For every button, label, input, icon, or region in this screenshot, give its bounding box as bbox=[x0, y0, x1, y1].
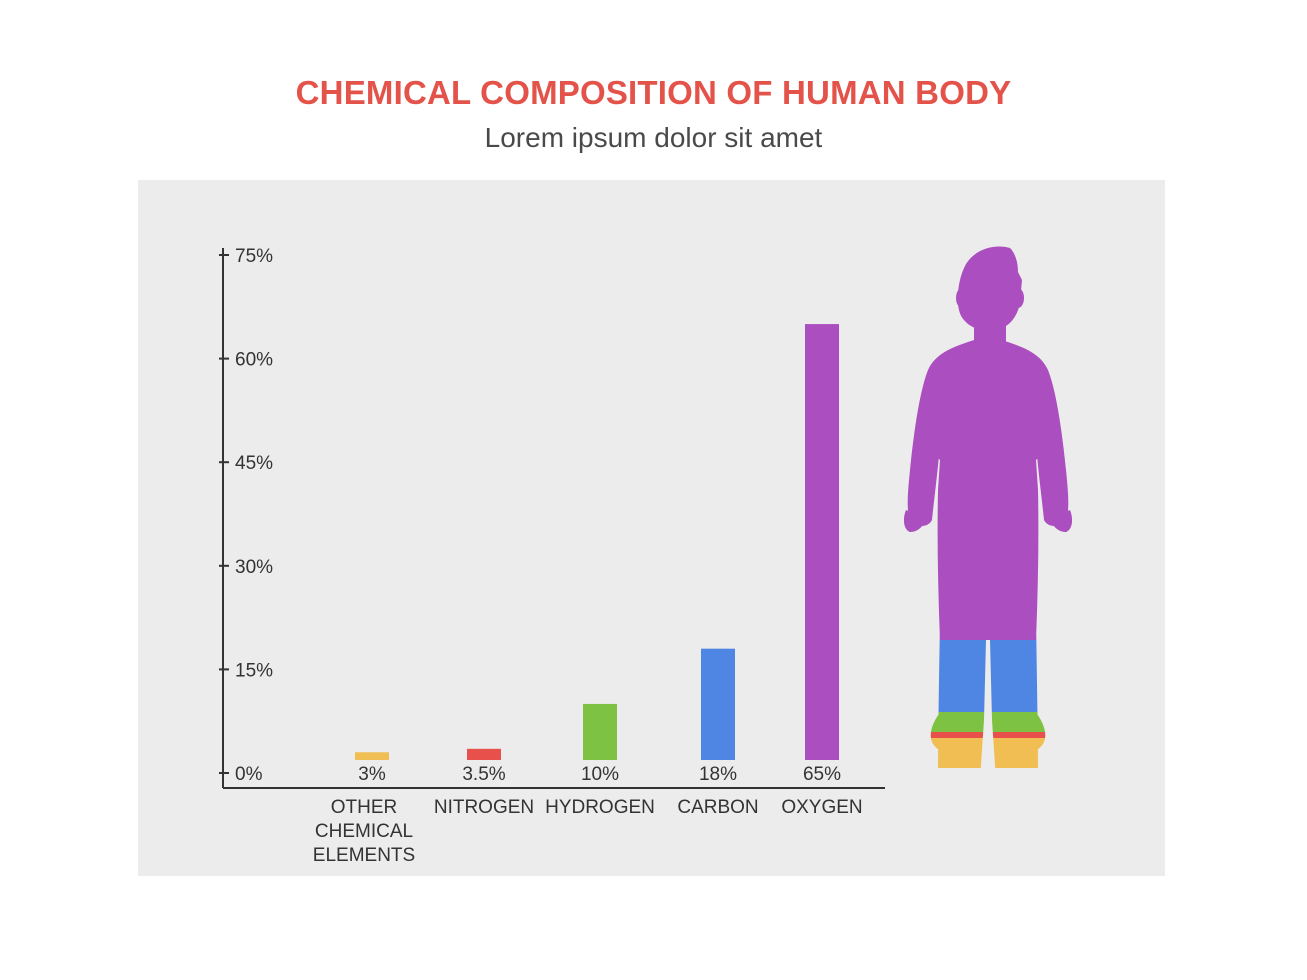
y-tick-label: 75% bbox=[235, 246, 273, 267]
category-label: HYDROGEN bbox=[545, 797, 655, 818]
bar-oxygen bbox=[805, 324, 839, 760]
bar-value-label: 10% bbox=[581, 764, 619, 785]
category-label: CARBON bbox=[677, 797, 758, 818]
category-label: OXYGEN bbox=[781, 797, 862, 818]
page-title: CHEMICAL COMPOSITION OF HUMAN BODY bbox=[295, 74, 1012, 111]
y-tick-label: 0% bbox=[235, 764, 263, 785]
human-body-icon bbox=[903, 246, 1073, 768]
bar-value-label: 3.5% bbox=[462, 764, 505, 785]
bar-nitrogen bbox=[467, 748, 501, 760]
body-segment-oxygen bbox=[903, 246, 1073, 640]
category-label: CHEMICAL bbox=[315, 821, 413, 842]
page-subtitle: Lorem ipsum dolor sit amet bbox=[484, 122, 823, 153]
bar-value-label: 18% bbox=[699, 764, 737, 785]
y-tick-label: 15% bbox=[235, 660, 273, 681]
body-segment-other bbox=[903, 738, 1073, 768]
y-tick-label: 45% bbox=[235, 453, 273, 474]
chart-panel: 0% 15% 30% 45% 60% 75% 3% OTHER CHEMICAL ELEMENT… bbox=[138, 180, 1165, 876]
bar-hydrogen bbox=[583, 703, 617, 760]
category-label: NITROGEN bbox=[434, 797, 534, 818]
category-label: OTHER bbox=[331, 797, 398, 818]
bar-chart: 0% 15% 30% 45% 60% 75% 3% OTHER CHEMICAL ELEMENT… bbox=[219, 246, 1073, 866]
body-segment-carbon bbox=[903, 640, 1073, 712]
bar-value-label: 3% bbox=[358, 764, 386, 785]
body-segment-hydrogen bbox=[903, 712, 1073, 732]
y-tick-label: 60% bbox=[235, 350, 273, 371]
category-label: ELEMENTS bbox=[313, 845, 415, 866]
body-segment-nitrogen bbox=[903, 732, 1073, 738]
bar-carbon bbox=[701, 648, 735, 760]
bar-value-label: 65% bbox=[803, 764, 841, 785]
y-tick-label: 30% bbox=[235, 557, 273, 578]
bar-other bbox=[355, 752, 389, 760]
